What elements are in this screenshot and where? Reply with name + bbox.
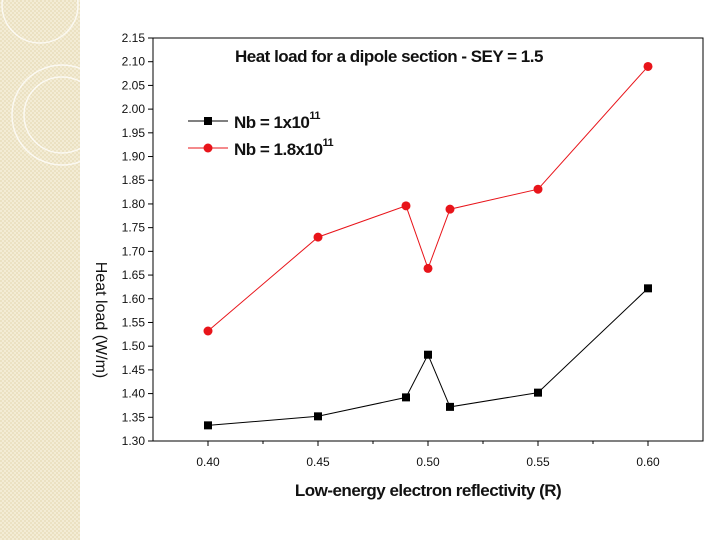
y-axis: 1.30 1.35 1.40 1.45 1.50 1.55 1.60 1.65 1.70 1.75… (122, 31, 153, 448)
series-line-1 (207, 66, 649, 332)
legend-label-nb1-exponent: 11 (309, 110, 320, 122)
data-point-1-6 (643, 61, 653, 71)
data-point-1-4 (445, 204, 455, 214)
y-tick-label: 1.55 (122, 315, 146, 329)
x-tick-label: 0.50 (416, 455, 440, 469)
y-tick-label: 1.60 (122, 292, 146, 306)
y-tick-label: 1.90 (122, 150, 146, 164)
y-tick-label: 1.85 (122, 173, 146, 187)
x-tick-label: 0.55 (526, 455, 550, 469)
y-tick-label: 1.80 (122, 197, 146, 211)
y-tick-label: 1.95 (122, 126, 146, 140)
data-point-0-2 (402, 393, 410, 402)
y-tick-label: 1.75 (122, 221, 146, 235)
x-tick-label: 0.45 (306, 455, 330, 469)
data-point-1-2 (401, 201, 411, 211)
legend: Nb = 1x1011 Nb = 1.8x1011 (188, 110, 334, 159)
y-tick-label: 1.70 (122, 244, 146, 258)
legend-label-nb18-main: Nb = 1.8x10 (234, 140, 323, 159)
x-tick-label: 0.40 (196, 455, 220, 469)
y-tick-label: 1.35 (122, 410, 146, 424)
y-tick-label: 2.15 (122, 31, 146, 45)
legend-label-nb18: Nb = 1.8x1011 (234, 137, 334, 159)
y-tick-label: 1.45 (122, 363, 146, 377)
y-tick-label: 1.30 (122, 434, 146, 448)
data-point-1-1 (313, 232, 323, 242)
y-axis-label: Heat load (W/m) (92, 262, 109, 378)
data-point-0-6 (644, 284, 652, 293)
data-point-0-4 (446, 402, 454, 411)
data-point-1-3 (423, 263, 433, 273)
legend-marker-nb18 (203, 143, 213, 153)
chart-title: Heat load for a dipole section - SEY = 1… (235, 47, 543, 66)
y-tick-label: 1.65 (122, 268, 146, 282)
legend-label-nb1-main: Nb = 1x10 (234, 113, 309, 132)
y-tick-label: 2.00 (122, 102, 146, 116)
legend-marker-nb1 (204, 117, 212, 125)
x-tick-label: 0.60 (636, 455, 660, 469)
series-layer (203, 61, 653, 430)
y-tick-label: 1.40 (122, 387, 146, 401)
y-tick-label: 1.50 (122, 339, 146, 353)
data-point-0-1 (314, 412, 322, 421)
legend-label-nb18-exponent: 11 (323, 137, 334, 149)
x-axis-label: Low-energy electron reflectivity (R) (295, 481, 561, 500)
data-point-1-0 (203, 326, 213, 336)
data-point-1-5 (533, 184, 543, 194)
decorative-circles (1, 0, 80, 166)
data-point-0-0 (204, 421, 212, 430)
legend-label-nb1: Nb = 1x1011 (234, 110, 320, 132)
y-tick-label: 2.05 (122, 78, 146, 92)
x-axis: 0.40 0.45 0.50 0.55 0.60 (196, 441, 660, 469)
data-point-0-3 (424, 350, 432, 359)
data-point-0-5 (534, 388, 542, 397)
decorative-side-strip (0, 0, 80, 540)
y-tick-label: 2.10 (122, 55, 146, 69)
plot-frame (152, 37, 704, 442)
